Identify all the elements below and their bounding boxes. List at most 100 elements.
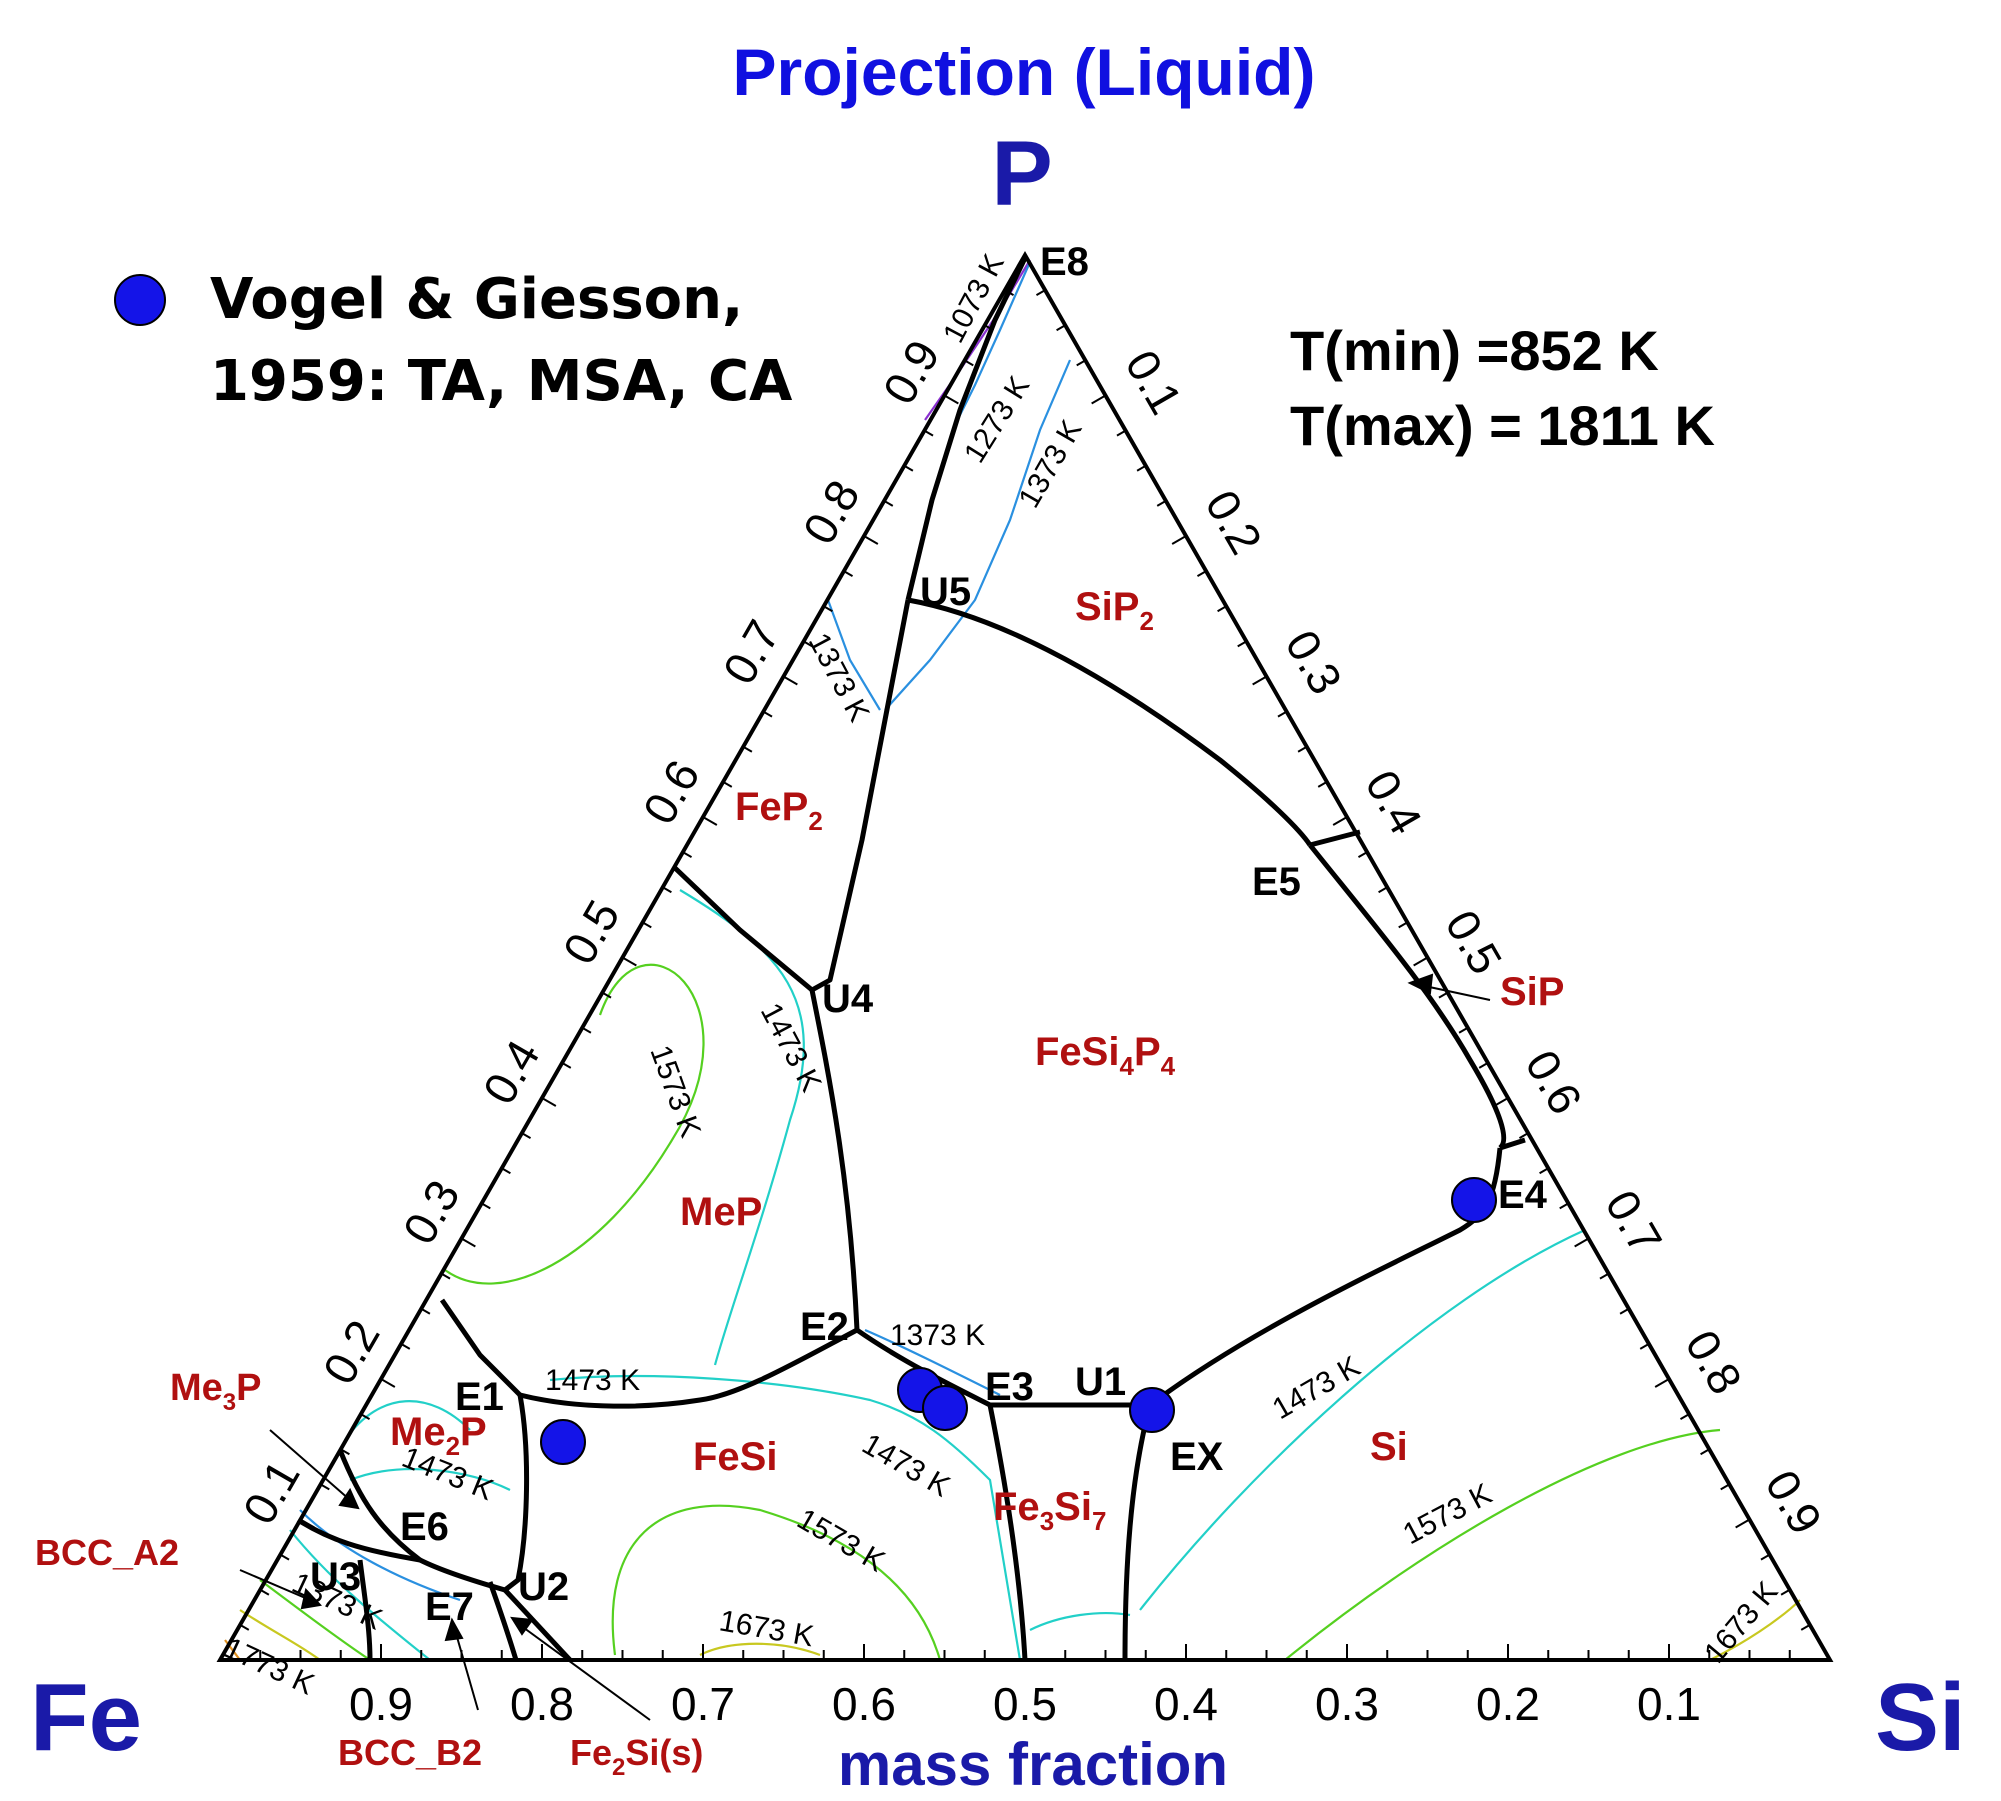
phase-sip2: SiP2: [1075, 585, 1154, 636]
tick-mark: [1217, 605, 1227, 613]
node-e8: E8: [1040, 240, 1089, 284]
tick-mark: [1237, 640, 1247, 648]
node-e4: E4: [1498, 1173, 1548, 1217]
right-tick-labels: 0.1 0.2 0.3 0.4 0.5 0.6 0.7 0.8 0.9: [1115, 341, 1832, 1542]
node-e6: E6: [400, 1505, 449, 1549]
bottom-tick-label: 0.2: [1476, 1678, 1540, 1730]
boundary-e8-u5: [905, 256, 1028, 601]
boundary-u2-e7: [418, 1557, 506, 1593]
iso-label: 1373 K: [802, 628, 876, 727]
boundary-e6-edge: [337, 1449, 422, 1562]
tick-mark: [1136, 464, 1147, 472]
boundary-u3-bottom: [357, 1559, 373, 1661]
arrow-sip-head: [1407, 973, 1434, 995]
tick-mark: [1156, 500, 1167, 507]
node-e7: E7: [425, 1585, 474, 1629]
iso-label: 1573 K: [792, 1502, 891, 1578]
right-tick-label: 0.9: [1755, 1461, 1832, 1542]
isotherm-1473-fesi: [549, 1374, 1022, 1661]
tick-mark: [1780, 1588, 1791, 1596]
tick-marks: [239, 289, 1811, 1660]
tick-mark: [782, 675, 798, 686]
tick-mark: [561, 1062, 572, 1069]
tick-mark: [883, 500, 894, 507]
arrow-bcc-b2: [454, 1629, 479, 1711]
phase-bcc-b2: BCC_B2: [338, 1732, 482, 1773]
tick-mark: [1277, 710, 1288, 718]
tick-mark: [642, 921, 652, 929]
tick-mark: [1076, 359, 1086, 367]
boundary-u5-u4: [810, 599, 911, 993]
isotherm-1473-me2p-b: [344, 1400, 471, 1441]
boundary-u5-e5: [907, 597, 1313, 847]
left-tick-label: 0.6: [633, 751, 710, 832]
isotherm-1573-si: [1284, 1428, 1721, 1661]
left-tick-label: 0.8: [793, 471, 870, 552]
tick-mark: [1378, 886, 1388, 894]
tick-mark: [762, 710, 773, 718]
axis-label-mass-fraction: mass fraction: [838, 1731, 1228, 1798]
right-tick-label: 0.3: [1275, 621, 1352, 702]
arrow-bcc-a2-head: [300, 1587, 323, 1610]
bottom-tick-label: 0.6: [832, 1678, 896, 1730]
phase-fe3si7: Fe3Si7: [993, 1485, 1106, 1536]
isotherm-fe-corner-a: [299, 1509, 461, 1602]
iso-label: 1573 K: [643, 1041, 707, 1142]
node-u4: U4: [822, 977, 874, 1021]
tick-mark: [1317, 781, 1328, 788]
phase-fesi: FeSi: [693, 1435, 777, 1479]
bottom-tick-label: 0.7: [671, 1678, 735, 1730]
isotherm-1373-top: [884, 359, 1072, 711]
tick-mark: [843, 570, 854, 577]
right-tick-label: 0.7: [1595, 1181, 1672, 1262]
tick-mark: [1679, 1413, 1690, 1420]
bottom-tick-labels: 0.9 0.8 0.7 0.6 0.5 0.4 0.3 0.2 0.1: [349, 1678, 1701, 1730]
tick-mark: [1458, 1026, 1469, 1034]
tick-mark: [662, 886, 672, 894]
tick-mark: [1478, 1062, 1489, 1069]
tick-mark: [1654, 1378, 1670, 1388]
phase-bcc-a2: BCC_A2: [35, 1532, 179, 1573]
corner-label-si: Si: [1875, 1664, 1966, 1771]
boundary-e1-edge: [439, 1298, 522, 1397]
node-u1: U1: [1075, 1360, 1126, 1404]
data-point: [540, 1419, 586, 1465]
tick-mark: [1116, 429, 1127, 437]
phase-fe2si: Fe2Si(s): [570, 1732, 703, 1781]
tick-mark: [581, 1026, 592, 1034]
tick-mark: [1559, 1202, 1569, 1210]
tick-mark: [1760, 1553, 1771, 1561]
data-point: [1451, 1177, 1497, 1223]
tick-mark: [239, 1624, 250, 1631]
right-tick-label: 0.6: [1515, 1041, 1592, 1122]
isotherm-1373-e2: [864, 1328, 1001, 1396]
iso-label: 1473 K: [545, 1364, 640, 1397]
isotherm-fe-corner-b: [289, 1529, 431, 1661]
iso-label: 1373 K: [1012, 415, 1088, 514]
tick-mark: [1599, 1272, 1610, 1280]
boundary-u3-line: [296, 1517, 421, 1563]
corner-label-p: P: [991, 123, 1052, 225]
tick-mark: [923, 429, 934, 437]
isotherm-1473-si: [1139, 1228, 1586, 1611]
tick-mark: [279, 1553, 290, 1561]
tick-mark: [521, 1132, 532, 1139]
node-e1: E1: [455, 1375, 504, 1419]
corner-label-fe: Fe: [30, 1664, 142, 1771]
legend-marker: [114, 274, 166, 326]
boundary-e3-bottom: [987, 1404, 1028, 1661]
tick-mark: [1357, 851, 1368, 858]
isotherm-1373-left: [826, 599, 881, 711]
tick-mark: [964, 359, 974, 367]
tick-mark: [460, 1237, 476, 1248]
bottom-tick-label: 0.4: [1154, 1678, 1218, 1730]
phase-mep: MeP: [680, 1190, 762, 1234]
bottom-tick-label: 0.1: [1637, 1678, 1701, 1730]
tick-mark: [823, 605, 833, 613]
phase-boundaries: [296, 256, 1526, 1662]
legend-line-2: 1959: TA, MSA, CA: [210, 349, 793, 414]
isotherm-1573-fesi: [611, 1504, 942, 1661]
arrow-bcc-b2-head: [444, 1617, 464, 1642]
boundary-e5-e4: [1308, 843, 1507, 1150]
phase-fesi4p4: FeSi4P4: [1035, 1030, 1176, 1081]
